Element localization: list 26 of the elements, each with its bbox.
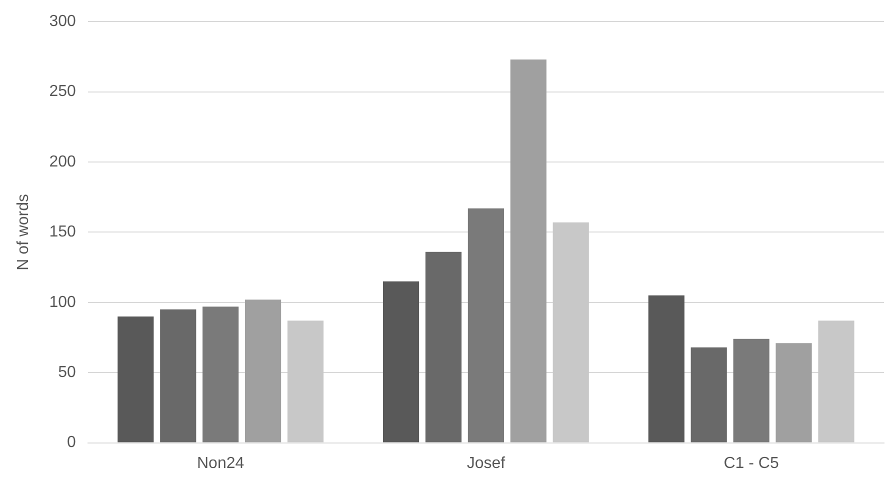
bar bbox=[287, 320, 324, 442]
y-tick-label: 50 bbox=[58, 364, 76, 382]
y-tick-label: 0 bbox=[66, 434, 76, 452]
bar bbox=[818, 320, 854, 442]
bar bbox=[382, 281, 420, 442]
bar bbox=[160, 309, 196, 442]
bar bbox=[202, 306, 239, 442]
bar bbox=[510, 60, 546, 442]
bar bbox=[118, 316, 154, 442]
bar bbox=[244, 300, 282, 442]
y-axis-title: N of words bbox=[15, 194, 32, 270]
bar bbox=[690, 347, 727, 442]
y-tick-label: 100 bbox=[49, 294, 76, 311]
bar bbox=[648, 295, 684, 442]
bar bbox=[552, 222, 589, 442]
bar bbox=[468, 208, 504, 442]
bar bbox=[776, 343, 812, 442]
y-tick-label: 150 bbox=[49, 224, 76, 241]
x-tick-label: Non24 bbox=[197, 454, 244, 472]
bar bbox=[425, 252, 462, 442]
y-tick-label: 300 bbox=[49, 13, 76, 30]
y-tick-label: 250 bbox=[49, 83, 76, 100]
y-tick-label: 200 bbox=[49, 153, 76, 170]
x-tick-label: C1 - C5 bbox=[724, 454, 779, 472]
bar bbox=[733, 338, 770, 442]
x-tick-label: Josef bbox=[466, 454, 506, 472]
